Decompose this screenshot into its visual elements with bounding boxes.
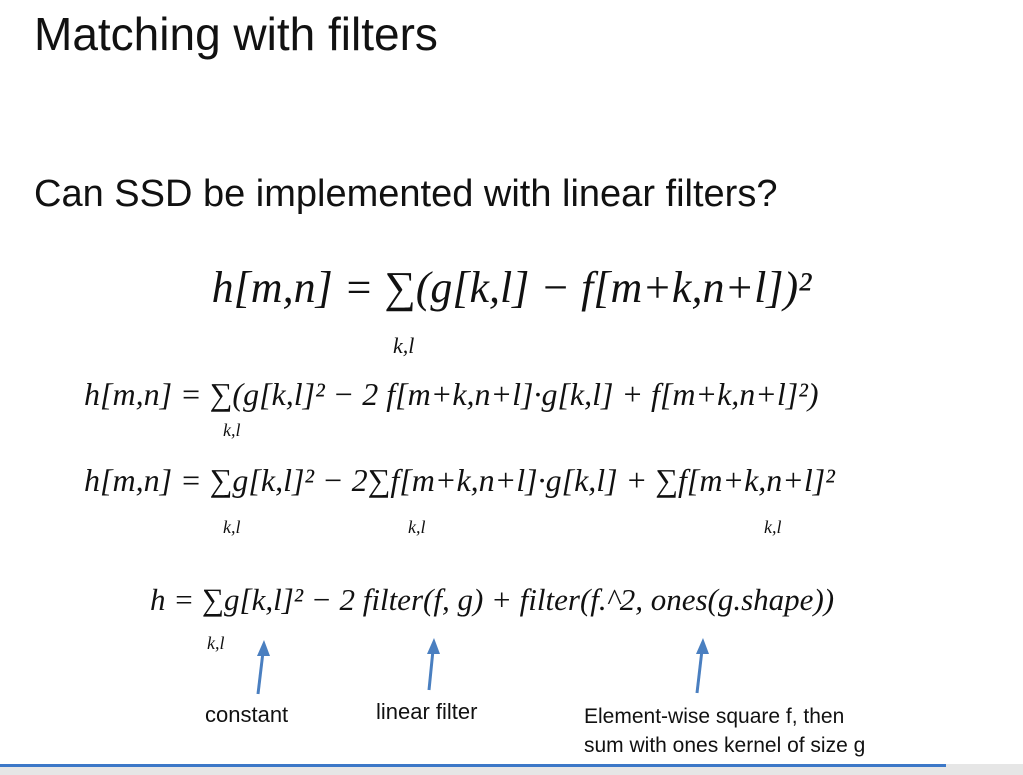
progress-accent-bar [0, 764, 946, 767]
distributed-equation: h[m,n] = ∑g[k,l]² − 2∑f[m+k,n+l]·g[k,l] … [84, 462, 835, 498]
ssd-equation: h[m,n] = ∑(g[k,l] − f[m+k,n+l])² [211, 263, 812, 312]
arrowhead-constant-icon [257, 640, 270, 656]
sum-index: k,l [408, 517, 426, 537]
filter-equation: h = ∑g[k,l]² − 2 filter(f, g) + filter(f… [150, 582, 835, 617]
sum-index: k,l [207, 633, 225, 653]
slide-title: Matching with filters [34, 8, 438, 60]
arrow-linear-icon [427, 649, 435, 691]
slide-subtitle: Can SSD be implemented with linear filte… [34, 173, 778, 215]
arrow-constant-icon [256, 651, 265, 695]
sum-index: k,l [223, 420, 241, 440]
expanded-equation: h[m,n] = ∑(g[k,l]² − 2 f[m+k,n+l]·g[k,l]… [84, 376, 819, 412]
sum-index: k,l [223, 517, 241, 537]
linear-filter-label: linear filter [376, 699, 478, 724]
elementwise-label-line1: Element-wise square f, then [584, 705, 845, 728]
arrowhead-linear-icon [427, 638, 440, 654]
sum-index: k,l [764, 517, 782, 537]
bottom-bar [0, 764, 1023, 775]
arrow-elementwise-icon [695, 649, 704, 694]
constant-label: constant [205, 702, 289, 727]
arrowhead-elementwise-icon [696, 638, 709, 654]
sum-index: k,l [393, 333, 415, 358]
elementwise-label-line2: sum with ones kernel of size g [584, 734, 866, 757]
